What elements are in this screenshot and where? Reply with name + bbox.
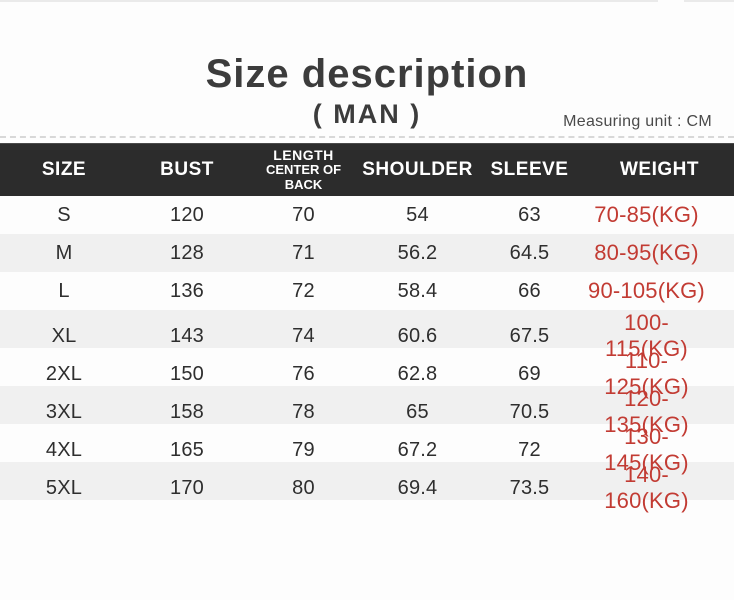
page-title: Size description	[205, 52, 529, 96]
cell-size: M	[55, 241, 73, 264]
cell-length: 76	[292, 362, 315, 385]
table-header-row: SIZE BUST LENGTH CENTER OF BACK SHOULDER…	[0, 143, 734, 196]
cell-weight: 90-105(KG)	[588, 278, 705, 303]
cell-length: 70	[292, 203, 315, 226]
cell-bust: 170	[170, 476, 204, 499]
table-row-m: M 128 71 56.2 64.5 80-95(KG)	[0, 234, 734, 272]
cell-shoulder: 56.2	[397, 241, 438, 264]
table-row-3xl: 3XL 158 78 65 70.5 120-135(KG)	[0, 386, 734, 437]
cell-size: S	[57, 203, 71, 226]
cell-shoulder: 67.2	[397, 438, 438, 461]
cell-shoulder: 60.6	[397, 324, 438, 347]
header-cell-weight: WEIGHT	[620, 158, 699, 180]
cell-size: L	[58, 279, 70, 302]
cell-bust: 165	[170, 438, 204, 461]
cell-shoulder: 69.4	[397, 476, 438, 499]
cell-shoulder: 54	[406, 203, 429, 226]
cell-weight: 70-85(KG)	[594, 202, 699, 227]
measuring-unit-note: Measuring unit : CM	[563, 113, 712, 130]
table-row-l: L 136 72 58.4 66 90-105(KG)	[0, 272, 734, 310]
cell-length: 78	[292, 400, 315, 423]
cell-shoulder: 65	[406, 400, 429, 423]
header-length-line1: LENGTH	[273, 146, 334, 163]
cell-sleeve: 66	[518, 279, 541, 302]
header-cell-length-center-of-back: LENGTH CENTER OF BACK	[246, 147, 361, 193]
cell-sleeve: 69	[518, 362, 541, 385]
header-cell-shoulder: SHOULDER	[362, 158, 473, 180]
cell-bust: 136	[170, 279, 204, 302]
cell-size: 2XL	[45, 362, 83, 385]
cropped-top-line-left	[0, 0, 658, 2]
cell-sleeve: 70.5	[509, 400, 550, 423]
cell-shoulder: 62.8	[397, 362, 438, 385]
cropped-top-line-right	[684, 0, 734, 2]
header-cell-bust: BUST	[160, 158, 214, 180]
header-length-line2: CENTER OF BACK	[265, 161, 342, 192]
size-table: SIZE BUST LENGTH CENTER OF BACK SHOULDER…	[0, 143, 734, 513]
table-row-4xl: 4XL 165 79 67.2 72 130-145(KG)	[0, 424, 734, 475]
cell-bust: 150	[170, 362, 204, 385]
cell-size: 5XL	[45, 476, 83, 499]
header-cell-sleeve: SLEEVE	[490, 158, 569, 180]
cell-size: 4XL	[45, 438, 83, 461]
cell-bust: 143	[170, 324, 204, 347]
cell-sleeve: 64.5	[509, 241, 550, 264]
cell-weight: 100-115(KG)	[605, 310, 688, 361]
table-row-5xl: 5XL 170 80 69.4 73.5 140-160(KG)	[0, 462, 734, 513]
cell-weight: 140-160(KG)	[604, 462, 689, 513]
cell-length: 71	[292, 241, 315, 264]
cell-weight: 120-135(KG)	[604, 386, 689, 437]
cell-shoulder: 58.4	[397, 279, 438, 302]
table-row-2xl: 2XL 150 76 62.8 69 110-125(KG)	[0, 348, 734, 399]
table-row-s: S 120 70 54 63 70-85(KG)	[0, 196, 734, 234]
cell-size: 3XL	[45, 400, 83, 423]
cell-weight: 80-95(KG)	[594, 240, 699, 265]
cell-bust: 158	[170, 400, 204, 423]
cell-length: 74	[292, 324, 315, 347]
cell-size: XL	[51, 324, 77, 347]
subtitle-man: ( MAN )	[312, 99, 422, 129]
cell-sleeve: 63	[518, 203, 541, 226]
cell-length: 79	[292, 438, 315, 461]
cell-sleeve: 67.5	[509, 324, 550, 347]
cell-bust: 120	[170, 203, 204, 226]
cell-length: 80	[292, 476, 315, 499]
header-cell-size: SIZE	[41, 158, 87, 180]
cell-weight: 130-145(KG)	[604, 424, 689, 475]
table-row-xl: XL 143 74 60.6 67.5 100-115(KG)	[0, 310, 734, 361]
cell-weight: 110-125(KG)	[604, 348, 689, 399]
cell-sleeve: 73.5	[509, 476, 550, 499]
cell-sleeve: 72	[518, 438, 541, 461]
cell-bust: 128	[170, 241, 204, 264]
cell-length: 72	[292, 279, 315, 302]
dashed-divider	[0, 136, 734, 138]
